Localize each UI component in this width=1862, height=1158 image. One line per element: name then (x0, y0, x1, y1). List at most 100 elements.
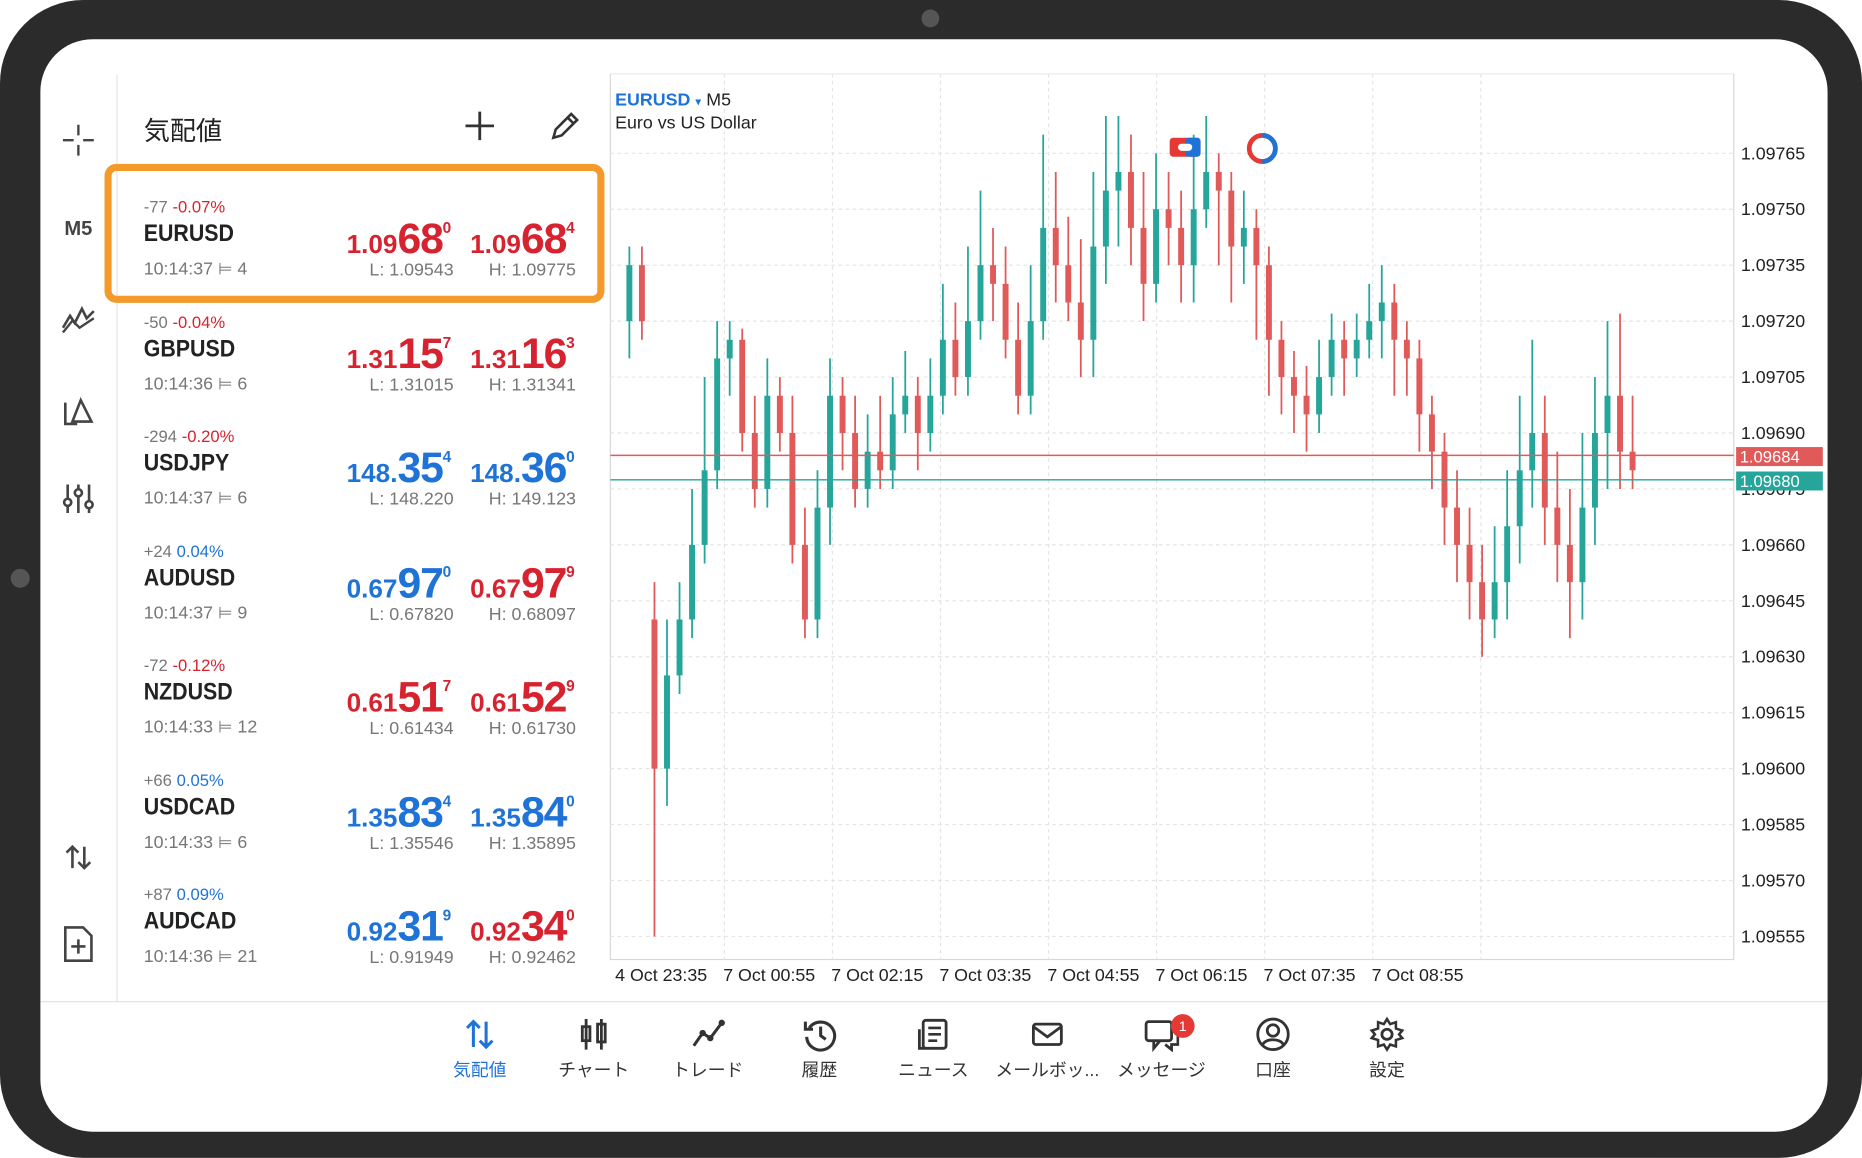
nav-label: 設定 (1369, 1060, 1405, 1081)
candle-body (739, 339, 746, 434)
candlestick-chart[interactable]: 1.09765 1.09750 1.09735 1.09720 1.09705 1.096… (608, 73, 1828, 1003)
account-icon (1256, 1017, 1290, 1051)
candle-body (1591, 433, 1598, 508)
candle-body (864, 451, 871, 489)
nav-messages[interactable]: メッセージ 1 (1102, 1014, 1221, 1082)
candle-body (651, 619, 658, 769)
quote-time: 10:14:33 ⊨ 6 (143, 831, 248, 853)
y-tick-label: 1.09555 (1741, 926, 1805, 946)
y-tick-label: 1.09630 (1741, 647, 1805, 667)
chart-area[interactable]: 1.09765 1.09750 1.09735 1.09720 1.09705 1.096… (608, 73, 1828, 1003)
nav-mail[interactable]: メールボッ... (988, 1017, 1107, 1082)
nav-settings[interactable]: 設定 (1328, 1016, 1447, 1082)
y-tick-label: 1.09645 (1741, 591, 1805, 611)
watchlist-row-eurusd[interactable]: -77 -0.07% EURUSD 10:14:37 ⊨ 4 1.09680 1.0968… (118, 197, 608, 312)
quotes-toggle-icon[interactable] (40, 842, 116, 873)
settings-sliders-icon[interactable] (40, 481, 116, 517)
mail-icon (1031, 1022, 1063, 1046)
candle-body (1115, 171, 1122, 191)
timeframe-button[interactable]: M5 (64, 217, 93, 240)
low-price: L: 0.61434 (369, 718, 454, 739)
candle-body (964, 321, 971, 378)
ask-price[interactable]: 1.31163 (470, 328, 575, 378)
high-price: H: 0.92462 (488, 947, 576, 968)
notification-badge: 1 (1170, 1014, 1195, 1038)
y-tick-label: 1.09600 (1741, 759, 1805, 779)
x-tick-label: 7 Oct 00:55 (723, 965, 815, 985)
y-tick-label: 1.09660 (1741, 535, 1805, 555)
watchlist-row-usdcad[interactable]: +66 0.05% USDCAD 10:14:33 ⊨ 6 1.35834 1.35840… (118, 770, 608, 885)
objects-icon[interactable] (40, 393, 116, 429)
indicators-icon[interactable] (40, 304, 116, 335)
bid-price[interactable]: 1.09680 (346, 213, 452, 263)
nav-arrows-updown[interactable]: 気配値 (420, 1017, 539, 1082)
high-price: H: 149.123 (488, 489, 576, 510)
candle-body (902, 395, 909, 415)
bid-price[interactable]: 1.35834 (346, 786, 452, 836)
watchlist-row-nzdusd[interactable]: -72 -0.12% NZDUSD 10:14:33 ⊨ 12 0.61517 0.615… (118, 656, 608, 771)
y-tick-label: 1.09765 (1741, 143, 1805, 163)
candle-body (927, 395, 934, 434)
spread-icon: ⊨ (217, 373, 233, 393)
change-value: -294 -0.20% (143, 426, 235, 446)
candle-body (1228, 190, 1235, 247)
candle-body (1153, 209, 1160, 284)
one-click-trading-icon[interactable] (1169, 134, 1202, 166)
chart-symbol-title[interactable]: EURUSD ▾ M5 (615, 90, 731, 111)
ask-price[interactable]: 1.35840 (470, 786, 575, 836)
watchlist-row-usdjpy[interactable]: -294 -0.20% USDJPY 10:14:37 ⊨ 6 148.354 148.3… (118, 426, 608, 541)
candle-body (776, 395, 783, 434)
nav-trade-line[interactable]: トレード (648, 1017, 767, 1082)
nav-account[interactable]: 口座 (1214, 1017, 1333, 1082)
bid-price[interactable]: 148.354 (346, 442, 452, 492)
bid-price[interactable]: 0.67970 (346, 557, 452, 607)
ask-price[interactable]: 1.09684 (470, 213, 575, 263)
candle-body (1516, 470, 1523, 527)
nav-label: メッセージ (1117, 1060, 1206, 1081)
candle-body (852, 433, 859, 489)
x-tick-label: 7 Oct 07:35 (1264, 965, 1356, 985)
settings-icon (1369, 1016, 1405, 1052)
ask-price[interactable]: 148.360 (470, 442, 575, 492)
watchlist-row-gbpusd[interactable]: -50 -0.04% GBPUSD 10:14:36 ⊨ 6 1.31157 1.3116… (118, 312, 608, 427)
nav-news[interactable]: ニュース (874, 1017, 993, 1082)
bid-price[interactable]: 1.31157 (346, 328, 452, 378)
candle-body (839, 395, 846, 434)
candle-body (1328, 339, 1335, 378)
ask-price[interactable]: 0.92340 (470, 901, 575, 950)
y-tick-label: 1.09750 (1741, 199, 1805, 219)
symbol-name: AUDCAD (143, 908, 237, 935)
add-symbol-icon[interactable] (462, 108, 498, 150)
bid-price-label: 1.09684 (1740, 448, 1800, 467)
y-tick-label: 1.09690 (1741, 423, 1805, 443)
spread-icon: ⊨ (217, 258, 233, 278)
ask-price[interactable]: 0.67979 (470, 557, 575, 607)
bottom-navigation: 気配値 チャート トレード 履歴 ニュース メールボッ... メッセージ 1 口座 設定 (40, 1001, 1828, 1132)
low-price: L: 1.09543 (369, 260, 454, 281)
nav-history[interactable]: 履歴 (760, 1017, 879, 1082)
candle-body (1190, 209, 1197, 266)
ask-price[interactable]: 0.61529 (470, 672, 575, 721)
edit-pencil-icon[interactable] (547, 108, 583, 150)
nav-label: メールボッ... (995, 1060, 1100, 1081)
bid-price[interactable]: 0.61517 (346, 672, 452, 721)
selected-row-highlight (104, 163, 605, 303)
candle-body (990, 265, 997, 284)
candle-body (877, 451, 884, 471)
watchlist-row-audcad[interactable]: +87 0.09% AUDCAD 10:14:36 ⊨ 21 0.92319 0.9234… (118, 885, 608, 1000)
candle-body (1215, 171, 1222, 191)
signal-indicator-icon[interactable] (1246, 132, 1279, 171)
watchlist-row-audusd[interactable]: +24 0.04% AUDUSD 10:14:37 ⊨ 9 0.67970 0.67979… (118, 541, 608, 656)
candle-body (1178, 227, 1185, 266)
chart-symbol[interactable]: EURUSD (615, 90, 691, 111)
bid-price[interactable]: 0.92319 (346, 901, 452, 950)
new-order-icon[interactable] (40, 924, 116, 964)
candle-body (1102, 190, 1109, 247)
crosshair-icon[interactable] (40, 122, 116, 158)
nav-candles[interactable]: チャート (534, 1017, 653, 1082)
candle-body (1353, 339, 1360, 359)
y-tick-label: 1.09585 (1741, 815, 1805, 835)
low-price: L: 1.35546 (369, 833, 454, 854)
news-icon (917, 1018, 948, 1050)
